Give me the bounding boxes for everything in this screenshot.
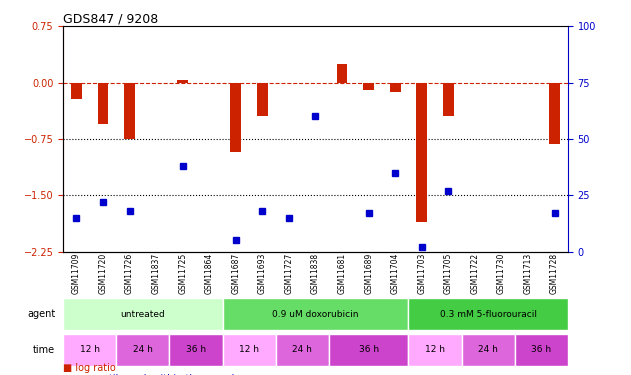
Bar [408,26,435,252]
Text: time: time [33,345,55,355]
Bar [257,82,268,116]
Bar [169,26,196,252]
Text: ■ log ratio: ■ log ratio [63,363,116,373]
Bar [230,82,241,153]
Text: ■ percentile rank within the sample: ■ percentile rank within the sample [63,374,240,375]
Bar [416,82,427,222]
Text: 24 h: 24 h [133,345,153,354]
FancyBboxPatch shape [462,334,515,366]
FancyBboxPatch shape [223,298,408,330]
Bar [435,26,462,252]
Bar [550,82,560,144]
Bar [116,26,143,252]
Text: 36 h: 36 h [531,345,551,354]
FancyBboxPatch shape [169,334,223,366]
Text: 0.9 uM doxorubicin: 0.9 uM doxorubicin [272,310,359,319]
Text: 36 h: 36 h [358,345,379,354]
FancyBboxPatch shape [515,334,568,366]
Bar [223,26,249,252]
Text: 24 h: 24 h [478,345,498,354]
Text: agent: agent [27,309,55,320]
FancyBboxPatch shape [276,334,329,366]
Text: 36 h: 36 h [186,345,206,354]
FancyBboxPatch shape [63,334,116,366]
Bar [177,80,188,82]
FancyBboxPatch shape [116,334,169,366]
Bar [98,82,109,124]
Text: untreated: untreated [121,310,165,319]
Text: GDS847 / 9208: GDS847 / 9208 [63,12,158,25]
Text: 12 h: 12 h [80,345,100,354]
Bar [390,82,401,92]
Bar [71,82,81,99]
Bar [196,26,223,252]
Bar [541,26,568,252]
Bar [382,26,408,252]
Bar [462,26,488,252]
Text: 12 h: 12 h [239,345,259,354]
Bar [90,26,116,252]
Bar [337,64,348,82]
Bar [355,26,382,252]
Bar [443,82,454,116]
Bar [276,26,302,252]
FancyBboxPatch shape [223,334,276,366]
Bar [515,26,541,252]
Text: 24 h: 24 h [292,345,312,354]
Bar [329,26,355,252]
Bar [363,82,374,90]
Bar [124,82,135,139]
Bar [143,26,169,252]
Text: 12 h: 12 h [425,345,445,354]
FancyBboxPatch shape [408,334,462,366]
FancyBboxPatch shape [63,298,223,330]
Bar [488,26,515,252]
Text: 0.3 mM 5-fluorouracil: 0.3 mM 5-fluorouracil [440,310,537,319]
Bar [63,26,90,252]
FancyBboxPatch shape [408,298,568,330]
FancyBboxPatch shape [329,334,408,366]
Bar [249,26,276,252]
Bar [302,26,329,252]
